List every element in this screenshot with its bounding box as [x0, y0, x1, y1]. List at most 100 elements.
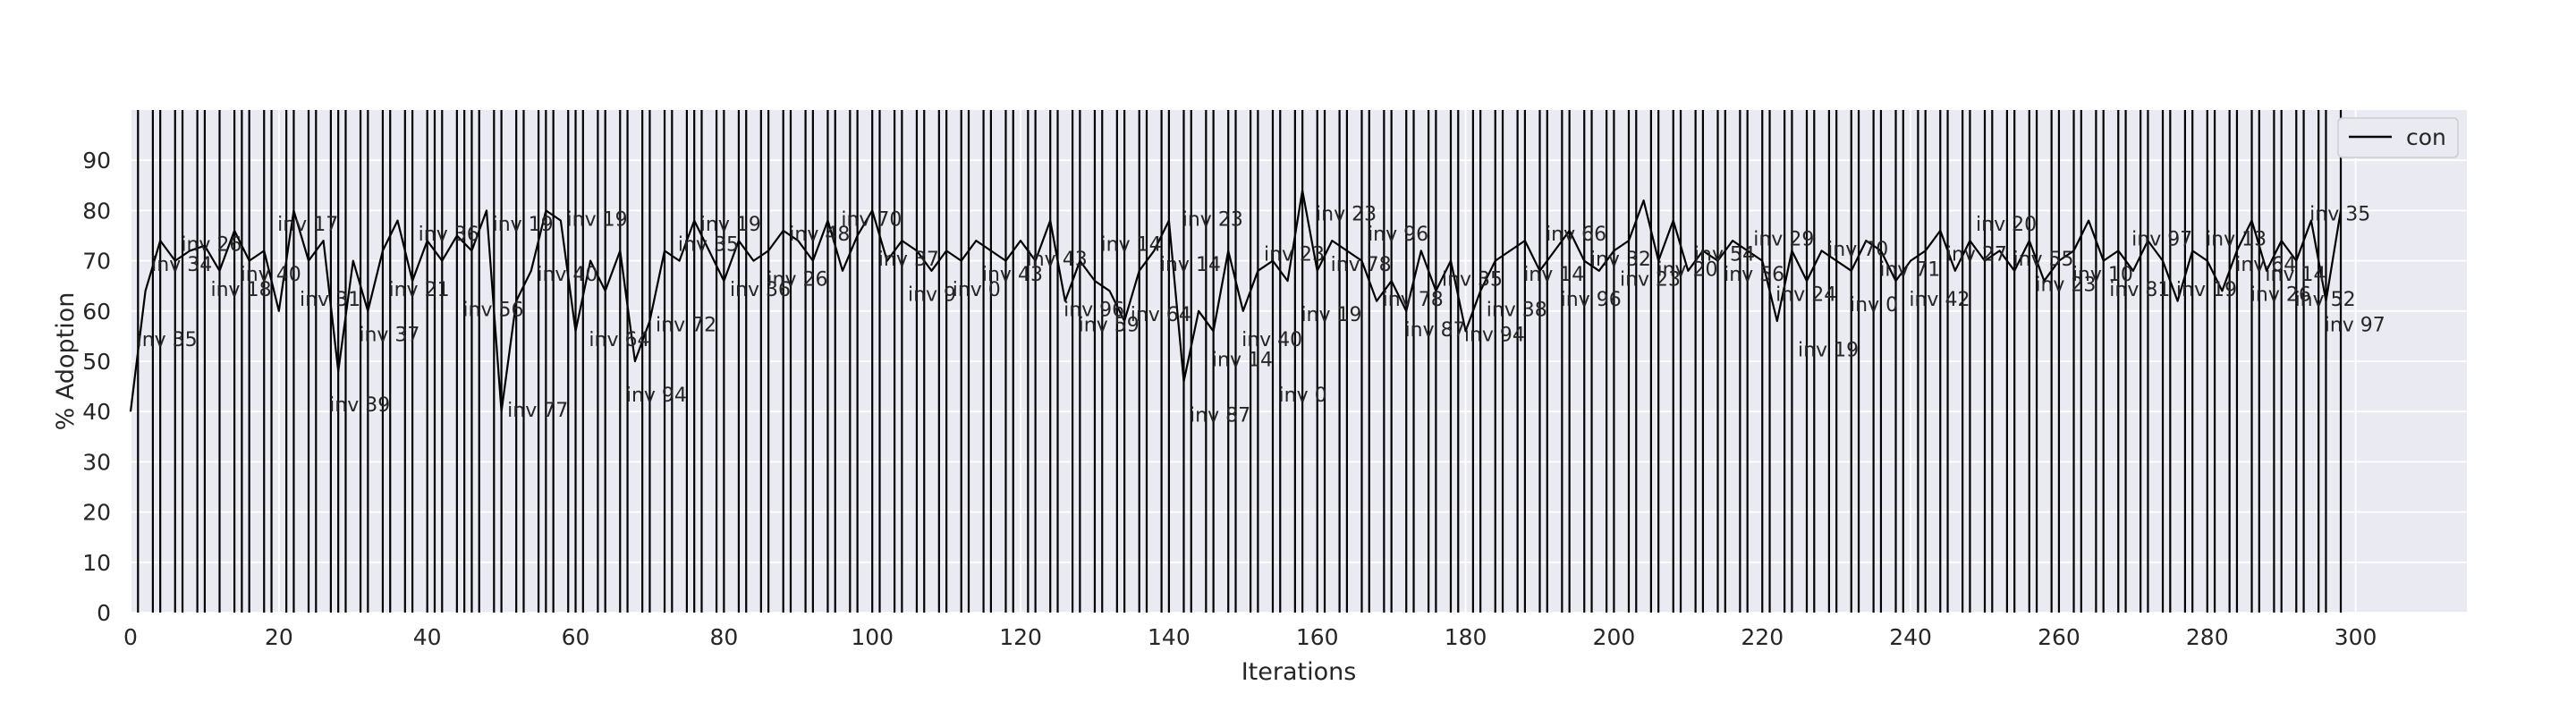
x-tick-label: 160 — [1296, 624, 1339, 650]
x-axis-ticks: 0 20 40 60 80 100 120 140 160 180 200 220 240 260 280 3… — [123, 624, 2377, 650]
annotation-label: inv 14 — [1212, 350, 1273, 372]
x-tick-label: 140 — [1148, 624, 1191, 650]
x-tick-label: 20 — [265, 624, 293, 650]
annotation-label: inv 9 — [908, 284, 956, 307]
annotation-label: inv 18 — [211, 279, 272, 301]
annotation-label: inv 72 — [656, 314, 716, 336]
annotation-label: inv 37 — [878, 249, 939, 271]
annotation-label: inv 70 — [1827, 239, 1888, 261]
annotation-label: inv 37 — [359, 325, 419, 347]
annotation-label: inv 10 — [2072, 264, 2133, 286]
y-tick-label: 50 — [82, 349, 111, 375]
x-tick-label: 40 — [413, 624, 442, 650]
annotation-label: inv 56 — [1724, 264, 1784, 286]
annotation-label: inv 64 — [1131, 304, 1191, 326]
series-line-con — [129, 189, 2343, 413]
annotation-label: inv 38 — [1487, 299, 1547, 321]
annotation-label: inv 96 — [1368, 224, 1428, 246]
annotation-label: inv 35 — [137, 329, 198, 351]
annotation-label: inv 29 — [1753, 229, 1814, 251]
legend-box — [2337, 117, 2459, 158]
annotation-label: inv 19 — [1301, 304, 1361, 326]
annotation-label: inv 35 — [1442, 269, 1503, 292]
annotation-label: inv 19 — [700, 214, 761, 236]
annotation-label: inv 52 — [2295, 289, 2356, 311]
annotation-label: inv 87 — [1190, 404, 1250, 427]
annotation-label: inv 24 — [1775, 284, 1836, 307]
annotation-label: inv 14 — [2265, 264, 2326, 286]
annotation-label: inv 20 — [1976, 214, 2037, 236]
annotation-label: inv 14 — [1101, 233, 1162, 256]
x-axis-title: Iterations — [1241, 658, 1357, 686]
annotation-label: inv 81 — [2109, 279, 2170, 301]
annotation-label: inv 40 — [1241, 329, 1302, 351]
annotation-label: inv 96 — [1561, 289, 1622, 311]
annotation-label: inv 71 — [1879, 258, 1940, 281]
annotation-label: inv 17 — [277, 214, 338, 236]
y-tick-label: 30 — [82, 449, 111, 475]
annotation-label: inv 35 — [2309, 204, 2370, 226]
annotation-label: inv 35 — [678, 233, 739, 256]
annotation-label: inv 0 — [1279, 385, 1327, 407]
x-tick-label: 60 — [562, 624, 590, 650]
annotation-label: inv 96 — [1063, 299, 1124, 321]
x-tick-label: 120 — [999, 624, 1042, 650]
annotation-label: inv 87 — [1405, 319, 1466, 342]
annotation-label: inv 26 — [2250, 284, 2311, 307]
annotation-label: inv 97 — [2131, 229, 2192, 251]
legend-label-con: con — [2406, 124, 2446, 150]
annotation-label: inv 43 — [1027, 249, 1088, 271]
annotation-label: inv 19 — [567, 208, 628, 231]
annotation-label: inv 39 — [329, 394, 390, 417]
annotation-label: inv 56 — [462, 299, 523, 321]
annotation-label: inv 43 — [982, 264, 1043, 286]
annotation-label: inv 20 — [1657, 258, 1717, 281]
x-tick-label: 240 — [1889, 624, 1932, 650]
x-tick-label: 100 — [851, 624, 894, 650]
annotation-label: inv 78 — [1383, 289, 1444, 311]
annotation-label: inv 34 — [151, 254, 212, 276]
x-tick-label: 260 — [2038, 624, 2080, 650]
y-tick-label: 70 — [82, 249, 111, 275]
vertical-marker-lines — [137, 110, 2343, 613]
point-annotations: inv 35 inv 34 inv 26 inv 18 inv 40 inv 17 inv … — [137, 204, 2385, 427]
annotation-label: inv 23 — [1182, 208, 1243, 231]
annotation-label: inv 23 — [1620, 269, 1681, 292]
annotation-label: inv 97 — [2325, 314, 2385, 336]
y-tick-label: 60 — [82, 299, 111, 325]
annotation-label: inv 36 — [730, 279, 791, 301]
x-tick-label: 200 — [1593, 624, 1636, 650]
annotation-label: inv 0 — [1850, 294, 1898, 317]
annotation-label: inv 13 — [2206, 229, 2267, 251]
annotation-label: inv 64 — [2235, 254, 2296, 276]
legend: con — [2337, 117, 2459, 158]
annotation-label: inv 14 — [1523, 264, 1584, 286]
annotation-label: inv 59 — [1079, 314, 1140, 336]
annotation-label: inv 94 — [1464, 325, 1525, 347]
x-tick-label: 80 — [709, 624, 738, 650]
annotation-label: inv 66 — [1546, 224, 1606, 246]
annotation-label: inv 27 — [1946, 244, 2007, 266]
annotation-label: inv 54 — [1694, 244, 1755, 266]
series-lines — [129, 189, 2343, 413]
annotation-label: inv 70 — [841, 208, 902, 231]
annotation-label: inv 40 — [537, 264, 597, 286]
annotation-label: inv 78 — [1331, 254, 1392, 276]
x-tick-label: 280 — [2186, 624, 2229, 650]
x-tick-label: 220 — [1741, 624, 1784, 650]
y-axis-title: % Adoption — [52, 292, 80, 431]
y-tick-label: 80 — [82, 198, 111, 224]
annotation-label: inv 21 — [389, 279, 450, 301]
y-tick-label: 40 — [82, 399, 111, 425]
annotation-label: inv 36 — [419, 224, 479, 246]
y-tick-label: 90 — [82, 148, 111, 173]
annotation-label: inv 77 — [507, 400, 568, 422]
annotation-label: inv 64 — [589, 329, 649, 351]
y-tick-label: 20 — [82, 500, 111, 526]
annotation-label: inv 94 — [626, 385, 687, 407]
y-tick-label: 0 — [97, 600, 111, 626]
annotation-label: inv 31 — [300, 289, 360, 311]
x-tick-label: 180 — [1445, 624, 1487, 650]
annotation-label: inv 23 — [1316, 204, 1377, 226]
